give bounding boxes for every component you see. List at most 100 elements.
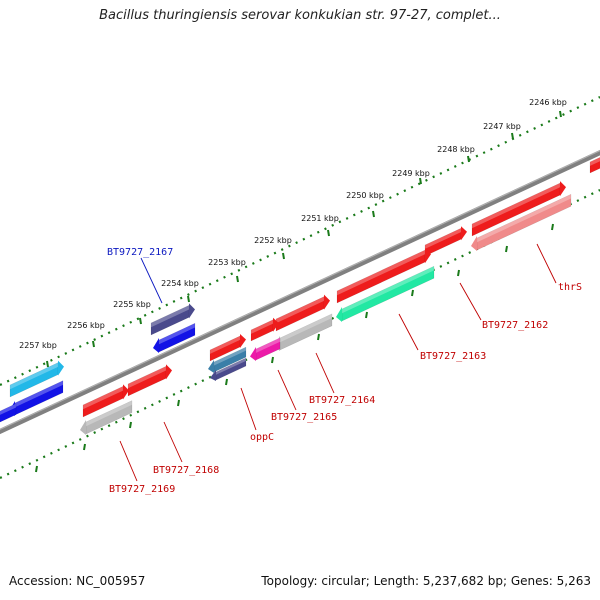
gene-sheen bbox=[337, 250, 425, 296]
map-title: Bacillus thuringiensis serovar konkukian… bbox=[99, 8, 501, 23]
leader-line bbox=[163, 421, 183, 463]
tick-label: 2254 kbp bbox=[161, 279, 199, 288]
major-tick bbox=[559, 110, 562, 118]
gene-sheen bbox=[425, 228, 461, 249]
gene-arrow-tip bbox=[240, 334, 246, 349]
gene-arrow-tip bbox=[166, 364, 172, 380]
major-tick bbox=[271, 356, 274, 364]
leader-line bbox=[536, 243, 557, 284]
major-tick bbox=[365, 311, 368, 319]
major-tick bbox=[411, 289, 414, 297]
gene-arrow-tip bbox=[250, 347, 256, 361]
major-tick bbox=[551, 223, 554, 231]
backbone-highlight bbox=[0, 149, 600, 431]
gene-label: oppC bbox=[250, 432, 274, 443]
leader-line bbox=[140, 257, 163, 304]
gene-sheen bbox=[15, 380, 63, 408]
gene-arrow-tip bbox=[123, 384, 129, 400]
gene-oppC bbox=[210, 357, 247, 381]
major-tick bbox=[225, 378, 228, 386]
gene-body bbox=[0, 403, 17, 423]
gene-label: BT9727_2162 bbox=[482, 320, 548, 331]
major-tick bbox=[282, 252, 285, 260]
major-tick bbox=[457, 269, 460, 277]
gene-arrow-tip bbox=[461, 226, 467, 241]
gene-sheen bbox=[477, 194, 571, 243]
gene-label: BT9727_2165 bbox=[271, 412, 337, 423]
gene-arrow-tip bbox=[425, 248, 431, 264]
major-tick bbox=[139, 317, 142, 325]
major-tick bbox=[511, 132, 514, 140]
accession-text: Accession: NC_005957 bbox=[9, 574, 146, 588]
gene-bt9727-2162 bbox=[471, 181, 566, 237]
major-tick bbox=[177, 399, 180, 407]
gene-sheen bbox=[256, 337, 280, 353]
gene-sheen bbox=[86, 400, 132, 427]
gene-sheen bbox=[216, 358, 246, 375]
gene-forward-2 bbox=[424, 226, 467, 257]
gene-cyan bbox=[9, 360, 64, 398]
leader-line bbox=[119, 440, 138, 482]
gene-sheen bbox=[342, 266, 434, 314]
gene-teal bbox=[208, 346, 247, 373]
gene-sheen bbox=[10, 362, 58, 390]
gene-label: BT9727_2164 bbox=[309, 395, 375, 406]
gene-forward-3 bbox=[336, 248, 431, 304]
gene-bt9727-2167 bbox=[153, 322, 196, 353]
gene-sheen bbox=[151, 305, 189, 328]
genome-summary-text: Topology: circular; Length: 5,237,682 bp… bbox=[261, 574, 591, 588]
gene-arrow-tip bbox=[189, 303, 195, 319]
gene-sheen bbox=[128, 366, 166, 389]
gene-sheen bbox=[214, 347, 246, 366]
major-tick bbox=[129, 421, 132, 429]
gene-arrow-tip bbox=[273, 317, 279, 332]
major-tick bbox=[419, 177, 422, 185]
major-tick bbox=[236, 275, 239, 283]
tick-label: 2257 kbp bbox=[19, 341, 57, 350]
major-tick bbox=[317, 333, 320, 341]
major-tick bbox=[372, 210, 375, 218]
gene-sheen bbox=[0, 403, 16, 415]
gene-arrow-tip bbox=[560, 181, 566, 197]
outer-scale-ring bbox=[0, 96, 600, 386]
major-tick bbox=[187, 295, 190, 303]
major-tick bbox=[467, 155, 470, 163]
gene-sheen bbox=[280, 313, 332, 343]
gene-arrow-tip bbox=[153, 338, 159, 353]
gene-sheen bbox=[276, 296, 324, 324]
gene-label: thrS bbox=[558, 282, 582, 293]
major-tick bbox=[46, 360, 49, 368]
leader-line bbox=[315, 352, 335, 394]
tick-label: 2246 kbp bbox=[529, 98, 567, 107]
tick-label: 2253 kbp bbox=[208, 258, 246, 267]
major-tick bbox=[83, 443, 86, 451]
gene-bt9727-2168 bbox=[82, 384, 129, 418]
tick-label: 2255 kbp bbox=[113, 300, 151, 309]
gene-arrow-tip bbox=[210, 370, 216, 381]
gene-forward-5 bbox=[250, 317, 279, 342]
gene-forward-6 bbox=[209, 334, 246, 362]
major-tick bbox=[327, 229, 330, 237]
major-tick bbox=[505, 245, 508, 253]
gene-bt9727-2169 bbox=[80, 400, 133, 435]
tick-label: 2256 kbp bbox=[67, 321, 105, 330]
tick-label: 2249 kbp bbox=[392, 169, 430, 178]
gene-arrow-tip bbox=[58, 360, 64, 376]
gene-label: BT9727_2169 bbox=[109, 484, 175, 495]
leader-line bbox=[240, 387, 257, 431]
gene-dark-blue bbox=[150, 303, 195, 336]
gene-sheen bbox=[472, 183, 560, 229]
major-tick bbox=[92, 340, 95, 348]
tick-label: 2252 kbp bbox=[254, 236, 292, 245]
tick-label: 2251 kbp bbox=[301, 214, 339, 223]
gene-arrow-tip bbox=[471, 236, 477, 251]
gene-thrS bbox=[471, 193, 572, 251]
gene-sheen bbox=[590, 157, 600, 166]
gene-arrow-tip bbox=[324, 294, 330, 310]
gene-forward-edge bbox=[589, 157, 600, 174]
backbone-line bbox=[0, 149, 600, 435]
gene-arrow-tip bbox=[336, 307, 342, 322]
tick-label: 2248 kbp bbox=[437, 145, 475, 154]
major-tick bbox=[35, 465, 38, 473]
tick-label: 2247 kbp bbox=[483, 122, 521, 131]
